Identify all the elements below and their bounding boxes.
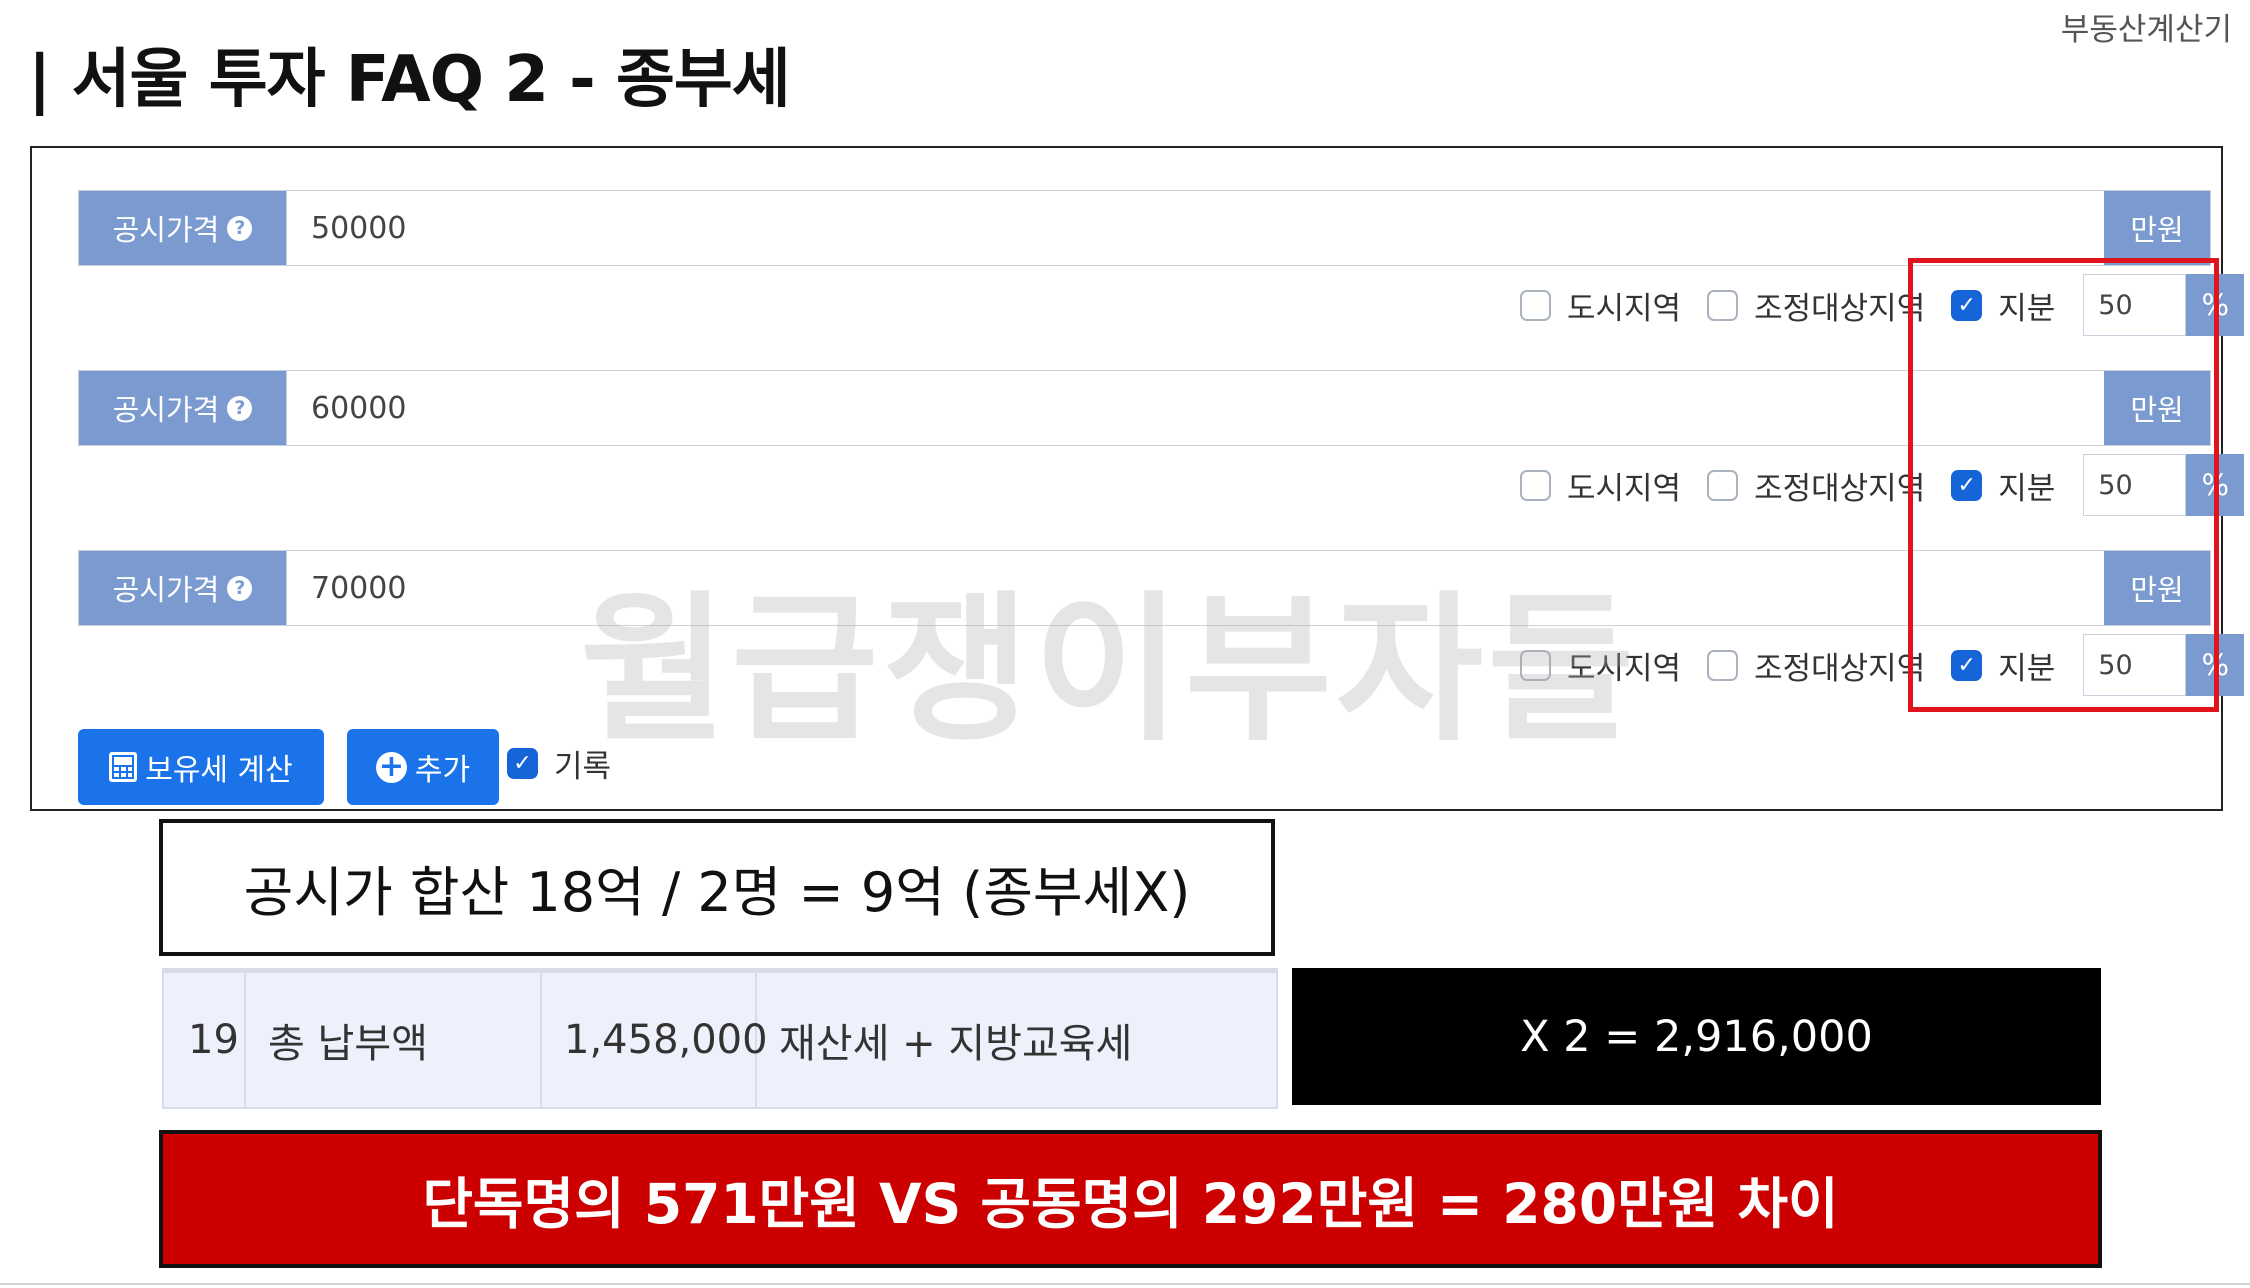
city-option[interactable]: 도시지역 [1520,283,1707,328]
price-input-2[interactable] [286,371,2104,445]
adjusted-option[interactable]: 조정대상지역 [1707,463,1951,508]
record-checkbox[interactable]: ✓ [507,748,538,779]
row-description: 재산세 + 지방교육세 [779,1021,1133,1067]
share-label: 지분 [1998,650,2056,687]
brand-label: 부동산계산기 [2060,12,2232,48]
help-icon[interactable]: ? [227,575,253,601]
divider [0,1283,2250,1285]
share-group: % [2083,274,2245,336]
check-icon: ✓ [1957,472,1976,498]
page-title: | 서울 투자 FAQ 2 - 종부세 [28,43,791,117]
price-label: 공시가격 ? [79,191,286,265]
adjusted-label: 조정대상지역 [1754,470,1926,507]
row-amount: 1,458,000 [542,973,768,1107]
adjusted-checkbox[interactable] [1707,649,1739,681]
check-icon: ✓ [513,751,532,776]
share-option[interactable]: ✓ 지분 [1951,283,2081,328]
options-row-3: 도시지역 조정대상지역 ✓ 지분 % [1520,634,2245,696]
options-row-2: 도시지역 조정대상지역 ✓ 지분 % [1520,454,2245,516]
record-label: 기록 [554,749,612,785]
check-icon: ✓ [1957,292,1976,318]
city-checkbox[interactable] [1520,289,1551,321]
conclusion-banner: 단독명의 571만원 VS 공동명의 292만원 = 280만원 차이 [159,1130,2102,1268]
city-option[interactable]: 도시지역 [1520,643,1707,688]
price-label: 공시가격 ? [79,371,286,445]
share-label: 지분 [1998,470,2056,507]
share-label: 지분 [1998,290,2056,327]
city-label: 도시지역 [1567,470,1682,507]
adjusted-checkbox[interactable] [1707,289,1739,321]
share-checkbox[interactable]: ✓ [1951,289,1983,321]
share-option[interactable]: ✓ 지분 [1951,463,2081,508]
share-checkbox[interactable]: ✓ [1951,469,1983,501]
adjusted-checkbox[interactable] [1707,469,1739,501]
price-label-text: 공시가격 [112,393,220,427]
price-unit: 만원 [2104,551,2210,625]
help-icon[interactable]: ? [227,395,253,421]
add-button-label: 추가 [414,753,471,788]
multiply-box: X 2 = 2,916,000 [1292,968,2101,1105]
share-input-2[interactable] [2083,454,2187,516]
options-row-1: 도시지역 조정대상지역 ✓ 지분 % [1520,274,2245,336]
price-input-1[interactable] [286,191,2104,265]
share-highlight-box [1908,258,2219,712]
price-input-3[interactable] [286,551,2104,625]
share-input-1[interactable] [2083,274,2187,336]
city-checkbox[interactable] [1520,469,1551,501]
calc-button-label: 보유세 계산 [145,753,293,788]
price-label-text: 공시가격 [112,213,220,247]
price-unit: 만원 [2104,371,2210,445]
plus-circle-icon: + [375,751,407,783]
summary-box: 공시가 합산 18억 / 2명 = 9억 (종부세X) [159,819,1275,956]
add-button[interactable]: + 추가 [347,729,499,805]
price-row-2: 공시가격 ? 만원 [78,370,2211,446]
price-row-3: 공시가격 ? 만원 [78,550,2211,626]
check-icon: ✓ [1957,652,1976,678]
city-label: 도시지역 [1567,290,1682,327]
price-unit: 만원 [2104,191,2210,265]
price-row-1: 공시가격 ? 만원 [78,190,2211,266]
help-icon[interactable]: ? [227,215,253,241]
row-label: 총 납부액 [246,973,542,1107]
calc-tax-button[interactable]: 보유세 계산 [78,729,324,805]
city-label: 도시지역 [1567,650,1682,687]
calculator-icon [109,752,138,782]
city-option[interactable]: 도시지역 [1520,463,1707,508]
share-group: % [2083,454,2245,516]
calculator-panel: 공시가격 ? 만원 도시지역 조정대상지역 ✓ 지분 % 공시가격 ? 만원 [30,146,2245,811]
record-option[interactable]: ✓ 기록 [507,741,637,786]
share-input-3[interactable] [2083,634,2187,696]
tax-table-row: 19 총 납부액 1,458,000 재산세 + 지방교육세 [162,968,1278,1109]
adjusted-label: 조정대상지역 [1754,290,1926,327]
share-option[interactable]: ✓ 지분 [1951,643,2081,688]
price-label-text: 공시가격 [112,573,220,607]
price-label: 공시가격 ? [79,551,286,625]
row-number: 19 [164,973,246,1107]
adjusted-option[interactable]: 조정대상지역 [1707,283,1951,328]
adjusted-option[interactable]: 조정대상지역 [1707,643,1951,688]
adjusted-label: 조정대상지역 [1754,650,1926,687]
city-checkbox[interactable] [1520,649,1551,681]
share-checkbox[interactable]: ✓ [1951,649,1983,681]
